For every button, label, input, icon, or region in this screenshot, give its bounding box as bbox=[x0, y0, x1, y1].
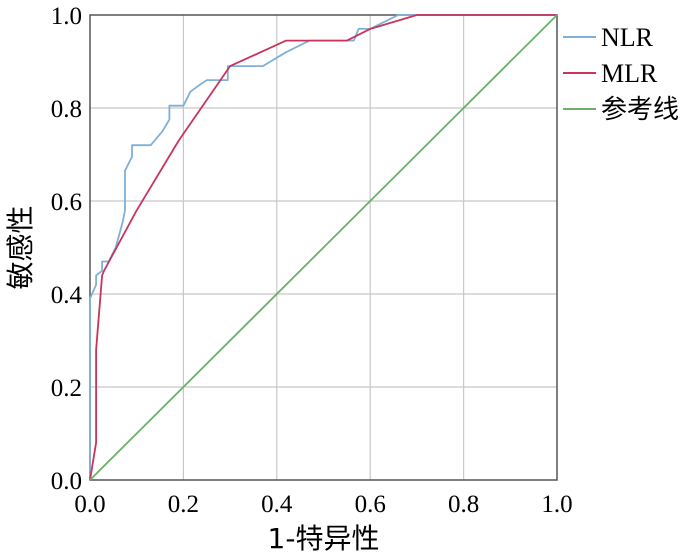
x-tick-label: 0.4 bbox=[261, 491, 293, 518]
legend: NLR MLR 参考线 bbox=[563, 23, 679, 125]
grid-lines bbox=[90, 15, 557, 480]
y-axis-title: 敏感性 bbox=[4, 205, 37, 289]
x-axis-title: 1-特异性 bbox=[268, 522, 380, 555]
y-tick-label: 1.0 bbox=[51, 3, 82, 30]
x-tick-label: 0.8 bbox=[448, 491, 479, 518]
x-tick-label: 0.0 bbox=[74, 491, 105, 518]
y-tick-label: 0.4 bbox=[51, 282, 83, 309]
series-line-mlr bbox=[89, 14, 557, 481]
legend-label-nlr: NLR bbox=[601, 23, 654, 52]
series-lines bbox=[89, 14, 558, 481]
y-tick-label: 0.8 bbox=[51, 96, 82, 123]
y-tick-labels: 0.0 0.2 0.4 0.6 0.8 1.0 bbox=[51, 3, 83, 495]
x-tick-label: 1.0 bbox=[541, 491, 572, 518]
legend-label-reference: 参考线 bbox=[601, 95, 679, 125]
y-tick-label: 0.2 bbox=[51, 375, 82, 402]
y-tick-label: 0.0 bbox=[51, 468, 82, 495]
x-tick-label: 0.6 bbox=[355, 491, 386, 518]
x-tick-label: 0.2 bbox=[168, 491, 199, 518]
x-tick-labels: 0.0 0.2 0.4 0.6 0.8 1.0 bbox=[74, 491, 572, 518]
legend-label-mlr: MLR bbox=[601, 59, 658, 88]
plot-frame bbox=[89, 14, 558, 481]
y-tick-label: 0.6 bbox=[51, 189, 82, 216]
series-line-reference bbox=[89, 14, 558, 481]
